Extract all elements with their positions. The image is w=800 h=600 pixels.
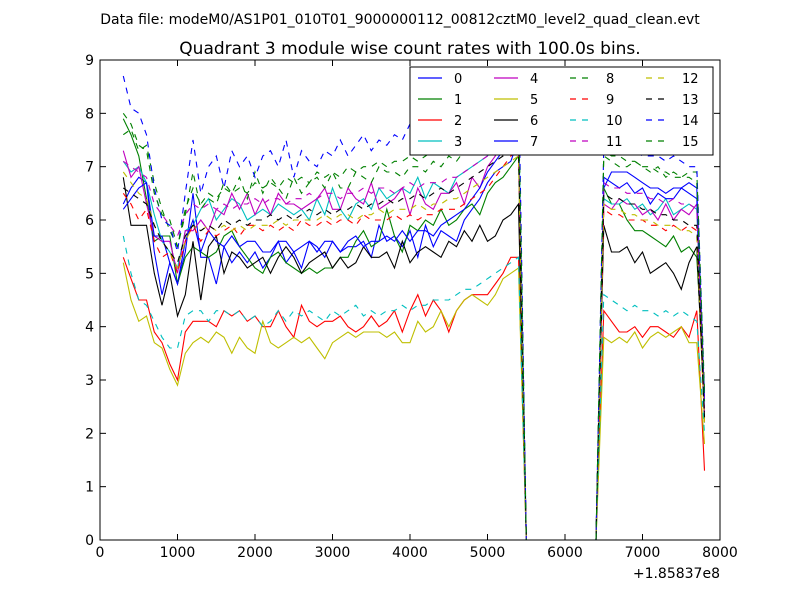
y-tick-label: 2 <box>85 426 94 442</box>
legend-label-3: 3 <box>454 135 462 150</box>
y-tick-label: 8 <box>85 106 94 122</box>
x-offset-label: +1.85837e8 <box>633 566 720 582</box>
legend-frame <box>409 66 714 156</box>
series-line-6 <box>122 177 706 541</box>
series-line-4 <box>122 128 706 541</box>
legend-label-6: 6 <box>530 114 538 129</box>
legend-label-11: 11 <box>606 135 623 150</box>
suptitle: Data file: modeM0/AS1P01_010T01_90000001… <box>100 12 700 28</box>
series-line-13 <box>122 144 706 541</box>
series-line-7 <box>122 133 706 541</box>
y-tick-label: 9 <box>85 53 94 69</box>
legend-label-14: 14 <box>682 114 699 129</box>
series-line-5 <box>122 262 706 541</box>
legend-label-5: 5 <box>530 93 538 108</box>
x-tick-label: 0 <box>96 545 105 561</box>
x-tick-label: 1000 <box>160 545 196 561</box>
x-tick-label: 7000 <box>625 545 661 561</box>
series-line-10 <box>122 235 706 541</box>
series-line-8 <box>122 106 706 541</box>
x-tick-label: 4000 <box>392 545 428 561</box>
y-tick-label: 1 <box>85 480 94 496</box>
series-line-2 <box>122 256 706 541</box>
series-line-9 <box>122 149 706 541</box>
y-tick-label: 4 <box>85 320 94 336</box>
legend-label-10: 10 <box>606 114 623 129</box>
y-tick-label: 6 <box>85 213 94 229</box>
x-tick-label: 3000 <box>315 545 351 561</box>
y-tick-label: 7 <box>85 160 94 176</box>
series-line-11 <box>122 133 706 541</box>
legend-label-8: 8 <box>606 72 614 87</box>
x-tick-label: 6000 <box>547 545 583 561</box>
x-tick-label: 5000 <box>470 545 506 561</box>
x-tick-label: 8000 <box>702 545 738 561</box>
legend-label-4: 4 <box>530 72 538 87</box>
legend-label-15: 15 <box>682 135 699 150</box>
series-line-12 <box>122 154 706 541</box>
legend-label-7: 7 <box>530 135 538 150</box>
series-group <box>122 69 706 541</box>
y-tick-label: 5 <box>85 266 94 282</box>
legend-label-12: 12 <box>682 72 699 87</box>
legend-label-2: 2 <box>454 114 462 129</box>
y-tick-label: 0 <box>85 533 94 549</box>
legend-label-1: 1 <box>454 93 462 108</box>
x-axis: 0 1000 2000 3000 4000 5000 6000 7000 8000 <box>96 60 738 561</box>
legend-label-0: 0 <box>454 72 462 87</box>
legend-label-9: 9 <box>606 93 614 108</box>
series-line-15 <box>122 101 706 541</box>
legend-label-13: 13 <box>682 93 699 108</box>
chart-title: Quadrant 3 module wise count rates with … <box>179 39 640 59</box>
x-tick-label: 2000 <box>237 545 273 561</box>
y-tick-label: 3 <box>85 373 94 389</box>
